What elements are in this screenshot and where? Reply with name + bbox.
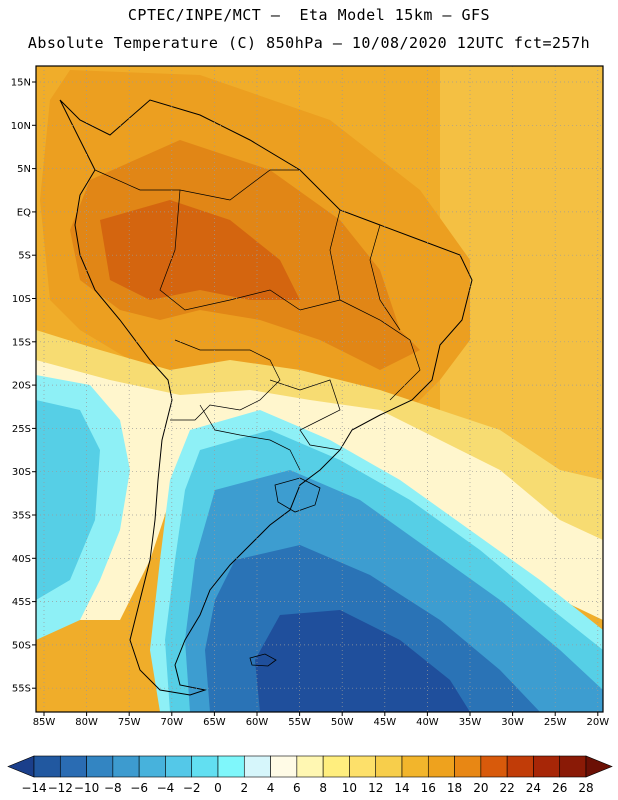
- map-frame: [35, 65, 604, 713]
- colorbar-label: 4: [267, 781, 275, 795]
- lon-label: 55W: [288, 717, 311, 728]
- lat-label: 50S: [12, 640, 31, 651]
- lon-label: 70W: [160, 717, 183, 728]
- chart-subtitle: Absolute Temperature (C) 850hPa – 10/08/…: [27, 34, 591, 52]
- falkland-islands: [249, 653, 277, 667]
- colorbar-label: −10: [74, 781, 99, 795]
- lon-label: 85W: [33, 717, 56, 728]
- lon-label: 60W: [246, 717, 269, 728]
- latitude-labels: 15N 10N 5N EQ 5S 10S 15S 20S 25S 30S 35S 40S 45S 50S 5…: [11, 78, 36, 695]
- colorbar-swatch: [375, 755, 403, 778]
- colorbar-swatch: [217, 755, 245, 778]
- lon-label: 40W: [416, 717, 439, 728]
- longitude-labels: 85W 80W 75W 70W 65W 60W 55W 50W 45W 40W 35W 30W 25W 2…: [33, 712, 609, 728]
- colorbar-label: 28: [578, 781, 593, 795]
- lon-label: 75W: [118, 717, 141, 728]
- amazon-peak-region: [100, 200, 300, 300]
- lat-label: 30S: [12, 467, 31, 478]
- lat-label: 40S: [12, 554, 31, 565]
- colorbar-label: −12: [48, 781, 73, 795]
- lon-label: 30W: [501, 717, 524, 728]
- colorbar-swatch: [296, 755, 324, 778]
- country-borders: [94, 169, 421, 471]
- colorbar-min-triangle: [7, 755, 35, 778]
- colorbar-label: 16: [421, 781, 436, 795]
- lon-label: 20W: [586, 717, 609, 728]
- colorbar-swatch: [427, 755, 455, 778]
- chart-title: CPTEC/INPE/MCT – Eta Model 15km – GFS: [127, 6, 491, 24]
- lon-label: 25W: [544, 717, 567, 728]
- colorbar-swatch: [59, 755, 87, 778]
- colorbar-label: 24: [526, 781, 541, 795]
- lon-label: 65W: [203, 717, 226, 728]
- colorbar-label: −4: [157, 781, 175, 795]
- colorbar-label: −6: [130, 781, 148, 795]
- lon-label: 50W: [331, 717, 354, 728]
- colorbar-max-triangle: [585, 755, 613, 778]
- lat-label: 45S: [12, 597, 31, 608]
- colorbar-label: −14: [21, 781, 46, 795]
- colorbar-swatch: [533, 755, 561, 778]
- lat-label: 55S: [12, 684, 31, 695]
- colorbar-label: 2: [240, 781, 248, 795]
- colorbar-label: 6: [293, 781, 301, 795]
- lat-label: 15S: [12, 337, 31, 348]
- colorbar-swatch: [33, 755, 61, 778]
- colorbar-label: 20: [473, 781, 488, 795]
- lat-label: 25S: [12, 424, 31, 435]
- colorbar-label: 10: [342, 781, 357, 795]
- colorbar-swatch: [559, 755, 587, 778]
- lat-lon-grid: [36, 66, 603, 712]
- lat-label: 5N: [17, 164, 31, 175]
- uruguay-outline: [274, 477, 321, 513]
- colorbar-swatch: [401, 755, 429, 778]
- colorbar-swatch: [86, 755, 114, 778]
- colorbar-label: 22: [500, 781, 515, 795]
- lat-label: EQ: [17, 207, 31, 218]
- colorbar-label: 0: [214, 781, 222, 795]
- colorbar-swatch: [138, 755, 166, 778]
- lat-label: 20S: [12, 381, 31, 392]
- lon-label: 35W: [459, 717, 482, 728]
- colorbar: [7, 755, 613, 778]
- colorbar-label: −2: [183, 781, 201, 795]
- colorbar-swatch: [322, 755, 350, 778]
- colorbar-label: 12: [368, 781, 383, 795]
- colorbar-swatch: [480, 755, 508, 778]
- lat-label: 35S: [12, 511, 31, 522]
- colorbar-swatch: [270, 755, 298, 778]
- transition-pale-band: [36, 360, 603, 620]
- colorbar-label: 26: [552, 781, 567, 795]
- colorbar-swatch: [191, 755, 219, 778]
- south-america-coastline: [59, 99, 473, 696]
- colorbar-swatch: [454, 755, 482, 778]
- colorbar-labels: −14 −12 −10 −8 −6 −4 −2 0 2 4 6 8 10 12 14 16 18 20 22 24 26…: [21, 781, 593, 795]
- lat-label: 5S: [18, 251, 31, 262]
- colorbar-swatch: [243, 755, 271, 778]
- colorbar-swatch: [349, 755, 377, 778]
- lat-label: 15N: [11, 78, 31, 89]
- colorbar-swatch: [165, 755, 193, 778]
- colorbar-label: 14: [394, 781, 409, 795]
- lon-label: 45W: [373, 717, 396, 728]
- colorbar-swatch: [506, 755, 534, 778]
- lat-label: 10S: [12, 294, 31, 305]
- lat-label: 10N: [11, 121, 31, 132]
- colorbar-label: 8: [319, 781, 327, 795]
- lon-label: 80W: [75, 717, 98, 728]
- colorbar-label: −8: [104, 781, 122, 795]
- cold-air-core-deepest: [255, 610, 470, 712]
- colorbar-swatch: [112, 755, 140, 778]
- colorbar-label: 18: [447, 781, 462, 795]
